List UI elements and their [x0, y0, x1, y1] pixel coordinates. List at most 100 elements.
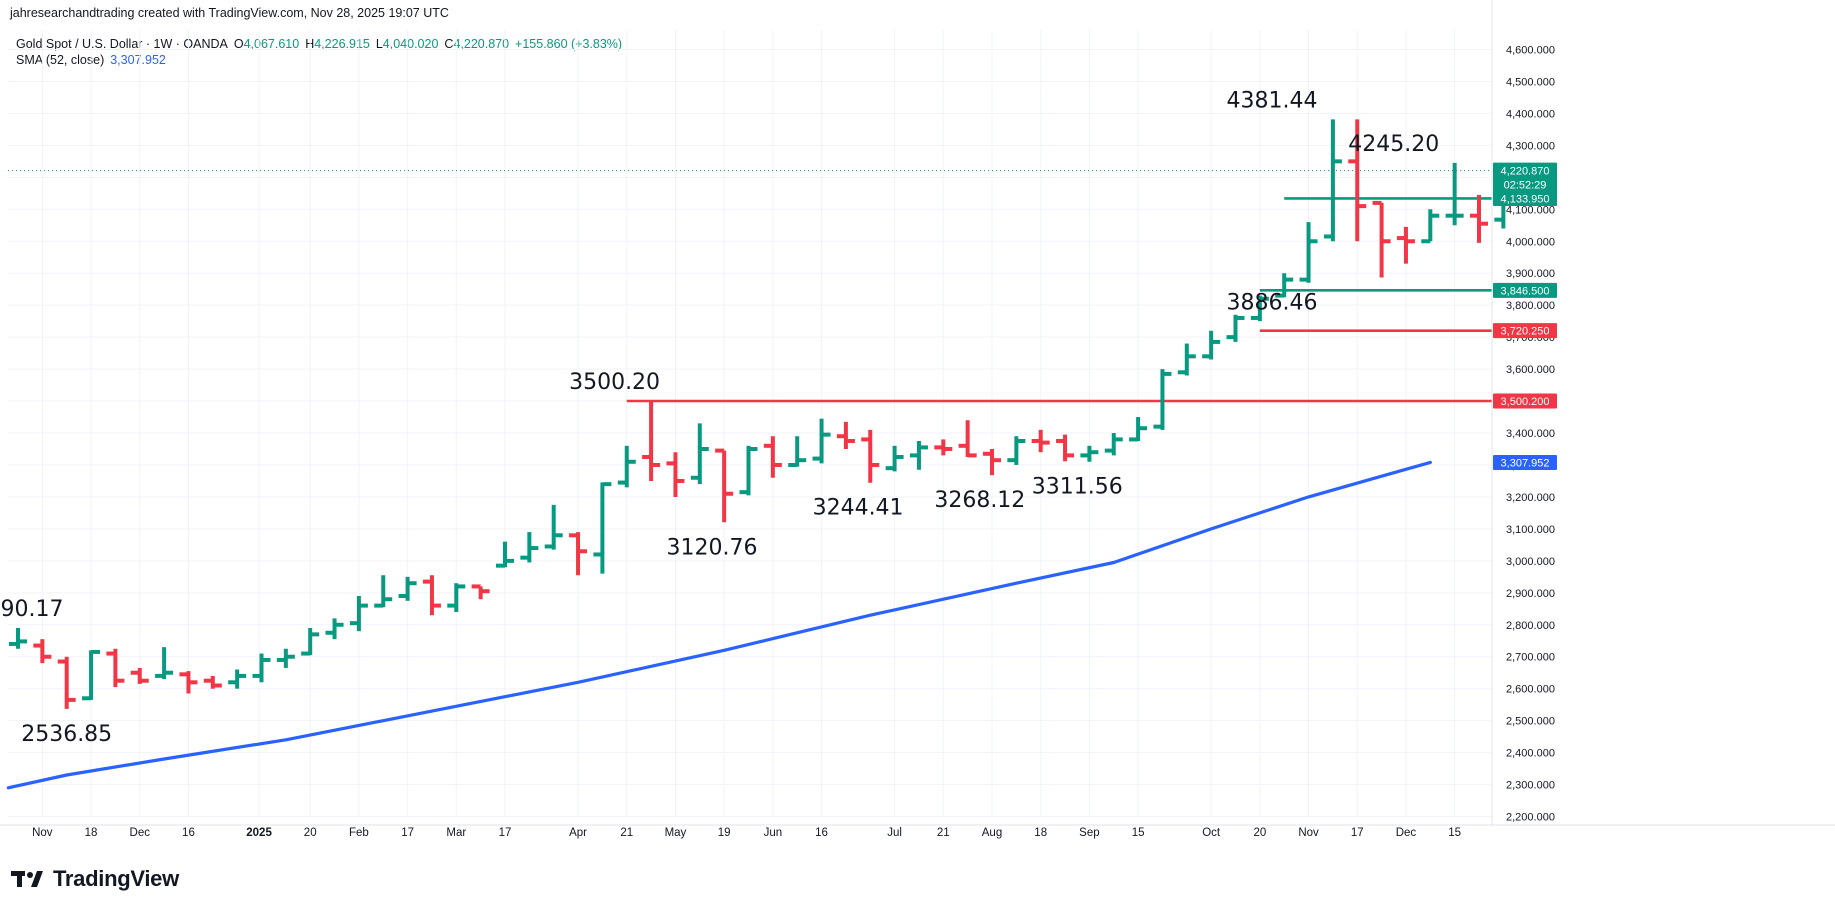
high-number: 4,226.915: [314, 37, 370, 51]
symbol-label[interactable]: Gold Spot / U.S. Dollar · 1W · OANDA: [16, 37, 228, 51]
price-tag-bg: [1493, 190, 1557, 206]
ohlc-bar: [642, 400, 661, 481]
ohlc-bar: [690, 423, 709, 485]
x-tick-label: Feb: [349, 827, 369, 839]
close-value: C4,220.870: [444, 36, 509, 52]
ohlc-bar: [9, 627, 27, 649]
y-tick-label: 2,900.000: [1506, 588, 1555, 600]
y-tick-label: 2,700.000: [1506, 652, 1555, 664]
x-tick-label: 15: [1448, 827, 1461, 839]
tradingview-logo-icon: [11, 871, 43, 887]
ohlc-bar: [179, 671, 198, 694]
y-tick-label: 4,300.000: [1506, 140, 1555, 152]
x-tick-label: 19: [718, 827, 731, 839]
ohlc-bar: [885, 445, 904, 472]
y-tick-label: 3,800.000: [1506, 300, 1555, 312]
x-tick-label: Dec: [1396, 827, 1417, 839]
y-tick-label: 3,600.000: [1506, 364, 1555, 376]
price-annotation: 4381.44: [1227, 88, 1318, 113]
ohlc-bar: [106, 648, 125, 688]
y-tick-label: 2,800.000: [1506, 620, 1555, 632]
ohlc-bar: [544, 504, 563, 550]
ohlc-bar: [1445, 162, 1464, 226]
x-tick-label: 21: [937, 827, 950, 839]
ohlc-bars: [9, 119, 1513, 709]
ohlc-bar: [1056, 434, 1075, 462]
price-annotation: 2790.17: [0, 597, 63, 622]
x-tick-label: Nov: [32, 827, 53, 839]
close-key: C: [444, 37, 454, 51]
y-tick-label: 3,900.000: [1506, 268, 1555, 280]
low-key: L: [375, 37, 383, 51]
y-tick-label: 3,400.000: [1506, 428, 1555, 440]
ohlc-bar: [276, 648, 295, 668]
ohlc-bar: [496, 541, 514, 568]
time-axis[interactable]: Nov 18 Dec 16 2025 20 Feb 17 Mar 17 Apr 21 May 19 Jun 1…: [0, 824, 1835, 839]
x-tick-label: Apr: [569, 827, 587, 839]
ohlc-bar: [958, 420, 977, 458]
low-number: 4,040.020: [382, 37, 439, 51]
sma-label[interactable]: SMA (52, close): [16, 53, 105, 67]
grid: [8, 30, 1492, 818]
ohlc-bar: [763, 436, 782, 478]
ohlc-bar: [203, 675, 222, 689]
sma-legend-row[interactable]: SMA (52, close) 3,307.952: [16, 52, 622, 68]
ohlc-bar: [1396, 226, 1415, 264]
ohlc-bar: [82, 649, 101, 701]
price-annotation: 4245.20: [1348, 132, 1439, 157]
x-tick-label: 20: [304, 827, 317, 839]
ohlc-bar: [33, 639, 52, 664]
x-tick-label: 16: [815, 827, 828, 839]
x-tick-label: 17: [1351, 827, 1364, 839]
price-axis[interactable]: 2,200.000 2,300.000 2,400.000 2,500.000 2,60…: [1491, 0, 1557, 825]
price-change: +155.860 (+3.83%): [515, 37, 623, 51]
ohlc-bar: [252, 653, 271, 683]
x-tick-label: 2025: [246, 827, 272, 839]
price-tag-label: 3,720.250: [1501, 326, 1550, 338]
ohlc-bar: [739, 445, 758, 496]
x-tick-label: 18: [85, 827, 98, 839]
ohlc-bar: [1129, 417, 1148, 442]
price-annotation: 3120.76: [666, 535, 757, 560]
price-tag-label: 3,500.200: [1501, 396, 1550, 408]
ohlc-bar: [617, 445, 636, 488]
ohlc-bar: [1031, 429, 1050, 453]
ohlc-bar: [861, 429, 880, 483]
last-price-tag-label: 4,220.870: [1501, 166, 1550, 178]
x-tick-label: May: [665, 827, 687, 839]
sma-line-group: [6, 460, 1432, 790]
ohlc-bar: [1202, 330, 1221, 360]
price-annotation: 3244.41: [813, 496, 904, 521]
ohlc-bar: [398, 576, 417, 601]
last-price-tag-bg: [1493, 162, 1557, 193]
y-tick-label: 3,100.000: [1506, 524, 1555, 536]
x-tick-label: Jun: [764, 827, 783, 839]
ohlc-bar: [520, 532, 539, 563]
ohlc-bar: [471, 584, 490, 600]
ohlc-bar: [934, 439, 953, 456]
ohlc-bar: [593, 482, 612, 574]
ohlc-bar: [447, 583, 466, 612]
price-annotation: 3886.46: [1227, 291, 1318, 316]
y-tick-label: 3,200.000: [1506, 492, 1555, 504]
ohlc-bar: [1299, 222, 1318, 283]
ohlc-bar: [836, 421, 855, 449]
y-tick-label: 2,400.000: [1506, 748, 1555, 760]
ohlc-legend-row[interactable]: Gold Spot / U.S. Dollar · 1W · OANDA O 4,…: [16, 36, 622, 52]
ohlc-bar: [666, 452, 685, 497]
ohlc-bar: [1080, 445, 1099, 462]
open-key: O: [233, 37, 244, 51]
x-tick-label: Oct: [1202, 827, 1221, 839]
tradingview-logo[interactable]: TradingView: [11, 866, 179, 892]
ohlc-bar: [569, 532, 588, 576]
y-tick-label: 3,000.000: [1506, 556, 1555, 568]
x-tick-label: Mar: [446, 827, 466, 839]
x-tick-label: 17: [499, 827, 512, 839]
x-tick-label: Nov: [1298, 827, 1319, 839]
x-tick-label: 18: [1034, 827, 1047, 839]
ohlc-bar: [1275, 273, 1294, 298]
brand-name: TradingView: [53, 866, 179, 891]
ohlc-bar: [788, 436, 807, 467]
x-tick-label: Aug: [982, 827, 1002, 839]
